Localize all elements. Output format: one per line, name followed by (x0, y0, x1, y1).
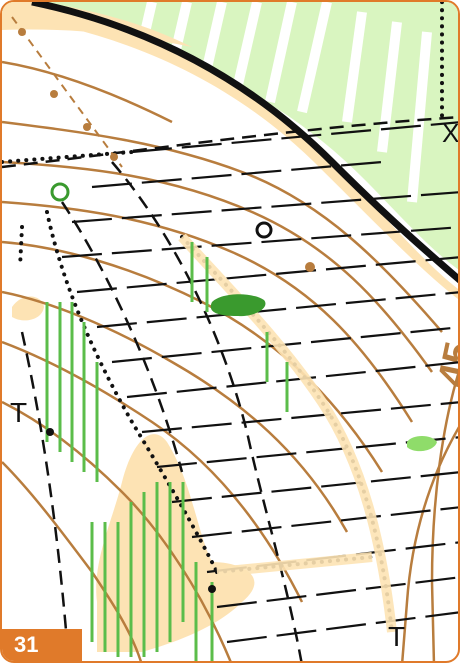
dashed-paths (2, 116, 458, 661)
dark-green-thicket (210, 294, 266, 317)
tan-ridge-path (178, 233, 397, 633)
brown-trail-line (11, 16, 123, 168)
marsh-hatch (61, 121, 458, 644)
open-land-area (2, 2, 458, 270)
control-circle-black (255, 221, 273, 239)
tan-ridge-path-low (216, 552, 373, 577)
control-circle-green (50, 182, 70, 202)
tree-marker-bottom: T (388, 621, 405, 652)
contour-lines (2, 60, 458, 661)
crossing-marker: X (442, 118, 459, 148)
point-feature-2 (208, 585, 216, 593)
point-feature-1 (46, 428, 54, 436)
main-road (31, 2, 458, 284)
page-number-badge: 31 (2, 629, 82, 661)
rough-open-land-patch (12, 296, 44, 321)
rough-open-land-bottom (96, 434, 255, 652)
tree-marker-left: T (10, 397, 27, 428)
light-green-patch (407, 436, 437, 452)
vegetation-stripes (45, 242, 289, 661)
open-land-stripes (117, 2, 432, 203)
